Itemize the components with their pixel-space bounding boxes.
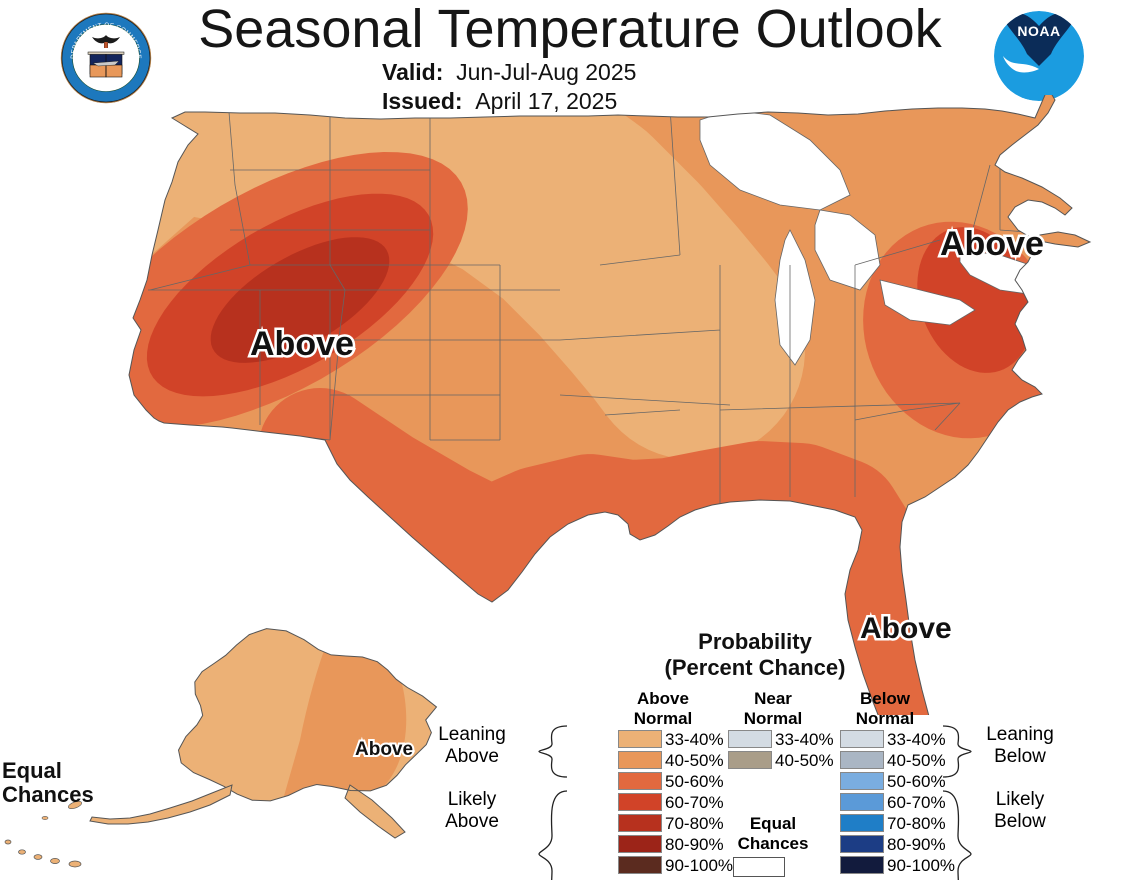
svg-text:Above: Above: [355, 739, 413, 760]
svg-text:Chances: Chances: [2, 782, 94, 807]
svg-text:Equal: Equal: [2, 758, 62, 783]
svg-text:NOAA: NOAA: [1017, 23, 1060, 39]
